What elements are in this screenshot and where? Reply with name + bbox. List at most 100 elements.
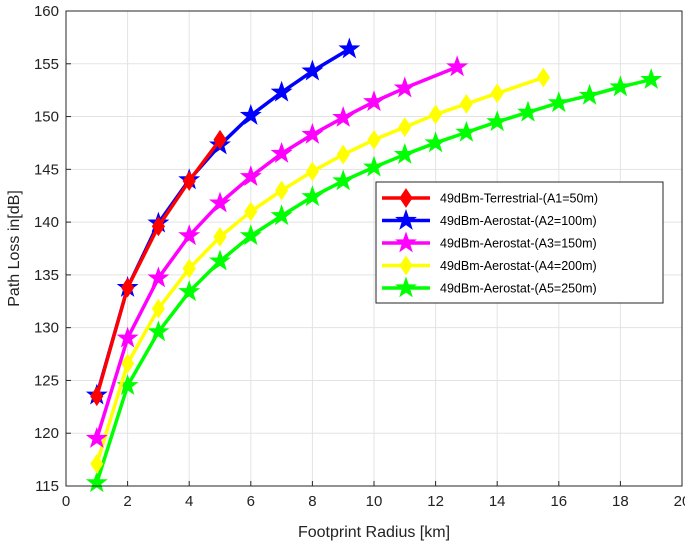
data-point	[363, 90, 385, 112]
legend-marker	[399, 255, 413, 276]
data-point	[332, 106, 355, 127]
series-5	[85, 68, 663, 493]
data-point	[459, 93, 474, 114]
legend-label: 49dBm-Aerostat-(A4=200m)	[440, 259, 597, 273]
x-tick-label: 4	[185, 493, 193, 510]
data-point	[270, 204, 293, 226]
x-tick-label: 0	[62, 493, 70, 510]
legend: 49dBm-Terrestrial-(A1=50m) 49dBm-Aerostat…	[375, 181, 664, 304]
y-tick-label: 145	[34, 161, 59, 178]
legend-marker	[395, 208, 417, 230]
data-point	[367, 129, 381, 150]
data-point	[85, 471, 108, 493]
data-point	[147, 320, 170, 342]
data-point	[85, 426, 108, 448]
data-point	[609, 75, 632, 97]
y-tick-label: 155	[34, 56, 59, 73]
legend-entry: 49dBm-Aerostat-(A4=200m)	[382, 255, 597, 276]
y-axis-label: Path Loss in[dB]	[6, 190, 23, 307]
x-tick-label: 2	[123, 493, 131, 510]
data-point	[547, 91, 570, 113]
legend-marker	[395, 231, 417, 253]
y-tick-label: 160	[34, 3, 59, 20]
data-point	[213, 129, 227, 150]
data-point	[393, 76, 416, 98]
y-tick-label: 135	[34, 267, 59, 284]
data-point	[486, 110, 509, 132]
legend-entry: 49dBm-Terrestrial-(A1=50m)	[382, 188, 598, 208]
x-tick-label: 6	[247, 493, 255, 510]
legend-entry: 49dBm-Aerostat-(A3=150m)	[382, 231, 597, 253]
data-point	[182, 258, 196, 279]
data-point	[363, 155, 385, 177]
data-point	[239, 224, 262, 246]
legend-label: 49dBm-Aerostat-(A2=100m)	[440, 214, 597, 228]
data-point	[640, 68, 663, 89]
data-point	[338, 37, 361, 59]
data-point	[332, 169, 355, 191]
data-point	[90, 453, 104, 474]
data-point	[536, 67, 551, 88]
data-point	[270, 80, 293, 102]
x-axis-label: Footprint Radius [km]	[298, 524, 450, 541]
data-point	[90, 386, 104, 407]
y-tick-label: 140	[34, 214, 59, 231]
series-1	[90, 129, 227, 407]
y-tick-label: 150	[34, 109, 59, 126]
data-point	[120, 353, 135, 374]
tick-labels: 0 2 4 6 8 10 12 14 16 18 20 115 120 125 130 135 140 145 15…	[34, 3, 685, 510]
x-tick-label: 14	[489, 493, 506, 510]
legend-entry: 49dBm-Aerostat-(A2=100m)	[382, 208, 597, 230]
data-point	[147, 266, 170, 288]
legend-entry: 49dBm-Aerostat-(A5=250m)	[382, 276, 597, 298]
legend-label: 49dBm-Aerostat-(A5=250m)	[440, 282, 597, 296]
legend-label: 49dBm-Aerostat-(A3=150m)	[440, 237, 597, 251]
data-point	[178, 280, 201, 302]
data-point	[517, 100, 539, 122]
legend-label: 49dBm-Terrestrial-(A1=50m)	[440, 192, 598, 206]
y-tick-label: 125	[34, 372, 59, 389]
data-point	[151, 216, 166, 237]
y-tick-label: 120	[34, 425, 59, 442]
data-point	[213, 226, 227, 247]
data-point	[209, 249, 231, 271]
data-point	[178, 224, 201, 246]
data-point	[301, 122, 324, 144]
data-point	[120, 277, 135, 298]
data-point	[578, 83, 601, 105]
data-point	[239, 165, 262, 187]
legend-marker	[399, 188, 413, 208]
y-tick-label: 130	[34, 320, 59, 337]
data-point	[428, 104, 443, 125]
data-point	[424, 131, 447, 153]
data-point	[274, 180, 289, 201]
data-point	[301, 59, 324, 81]
series-4	[90, 67, 551, 474]
series-3	[85, 55, 469, 448]
data-point	[209, 191, 231, 213]
legend-marker	[395, 276, 417, 298]
data-point	[244, 201, 258, 222]
data-point	[393, 143, 416, 164]
series-layer	[85, 37, 663, 493]
data-point	[116, 326, 139, 348]
x-tick-label: 20	[674, 493, 685, 510]
data-point	[398, 117, 412, 138]
x-tick-label: 12	[427, 493, 444, 510]
x-tick-label: 8	[308, 493, 316, 510]
x-tick-label: 10	[366, 493, 383, 510]
data-point	[270, 141, 293, 163]
x-tick-label: 18	[612, 493, 629, 510]
data-point	[305, 161, 320, 182]
data-point	[301, 185, 324, 207]
data-point	[239, 103, 262, 125]
x-tick-label: 16	[550, 493, 567, 510]
y-tick-label: 115	[35, 478, 59, 495]
data-point	[182, 171, 196, 191]
data-point	[455, 120, 478, 142]
data-point	[490, 83, 504, 104]
data-point	[151, 298, 166, 319]
data-point	[446, 55, 469, 77]
